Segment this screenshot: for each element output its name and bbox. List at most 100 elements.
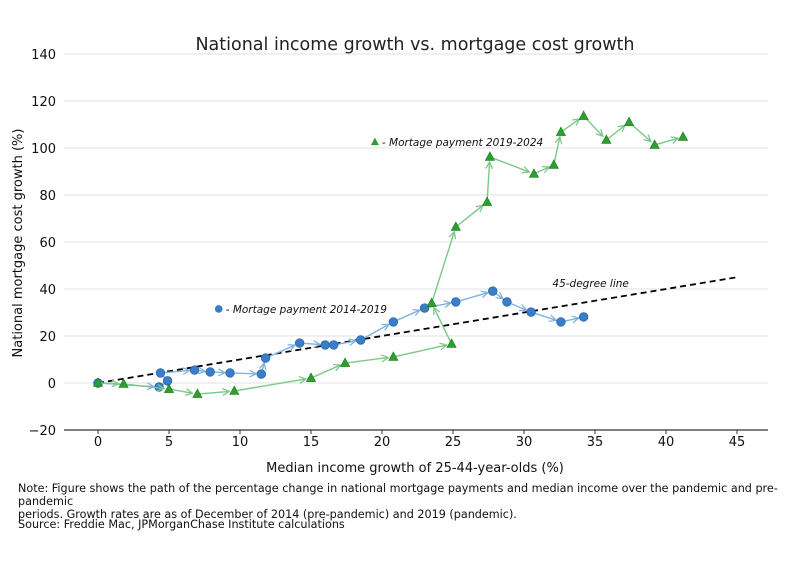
y-tick-label: 40 bbox=[39, 283, 56, 298]
data-point-circle bbox=[320, 340, 330, 350]
x-axis-label: Median income growth of 25-44-year-olds … bbox=[266, 461, 564, 475]
chart-title: National income growth vs. mortgage cost… bbox=[195, 35, 634, 55]
reference-line-group bbox=[97, 276, 738, 384]
data-point-circle bbox=[526, 307, 536, 317]
data-point-circle bbox=[578, 312, 589, 322]
path-segment-arrow bbox=[360, 324, 389, 341]
path-segment-arrow bbox=[560, 119, 580, 133]
reference-line-45-degree bbox=[97, 276, 738, 384]
data-point-triangle bbox=[623, 116, 635, 126]
x-tick-label: 10 bbox=[232, 435, 249, 450]
path-segment-arrow bbox=[97, 383, 119, 384]
x-tick-label: 30 bbox=[516, 435, 533, 450]
data-point-circle bbox=[225, 368, 235, 378]
path-segment-arrow bbox=[431, 232, 455, 304]
path-segment-arrow bbox=[455, 293, 488, 303]
data-point-circle bbox=[189, 365, 200, 375]
data-point-circle bbox=[155, 368, 166, 378]
chart: National income growth vs. mortgage cost… bbox=[11, 35, 768, 475]
series-2019-2024 bbox=[92, 110, 689, 398]
data-point-circle bbox=[260, 353, 271, 363]
path-segment-arrow bbox=[434, 308, 453, 345]
path-segment-arrow bbox=[489, 156, 529, 172]
y-tick-label: 80 bbox=[39, 189, 56, 204]
data-point-circle bbox=[256, 369, 267, 379]
data-point-triangle bbox=[92, 377, 104, 387]
data-point-triangle bbox=[305, 372, 317, 382]
data-point-triangle bbox=[229, 385, 240, 395]
path-segment-arrow bbox=[265, 345, 296, 359]
y-tick-label: 100 bbox=[31, 142, 56, 157]
y-tick-label: 140 bbox=[31, 48, 56, 63]
path-segment-arrow bbox=[234, 379, 306, 392]
x-tick-label: 40 bbox=[658, 435, 675, 450]
annotation-label: - Mortage payment 2019-2024 bbox=[382, 137, 543, 149]
path-segment-arrow bbox=[393, 310, 420, 323]
data-point-circle bbox=[205, 367, 215, 377]
legend-triangle-icon bbox=[370, 137, 379, 146]
x-tick-label: 0 bbox=[94, 435, 102, 450]
data-point-triangle bbox=[548, 159, 559, 169]
data-point-circle bbox=[294, 338, 305, 348]
data-point-triangle bbox=[450, 221, 461, 231]
data-point-circle bbox=[488, 286, 498, 296]
x-tick-label: 5 bbox=[165, 435, 173, 450]
path-segment-arrow bbox=[168, 389, 192, 393]
data-point-triangle bbox=[426, 297, 437, 307]
y-tick-label: 20 bbox=[39, 330, 56, 345]
data-point-triangle bbox=[388, 351, 399, 361]
x-tick-label: 20 bbox=[374, 435, 391, 450]
x-tick-label: 25 bbox=[445, 435, 462, 450]
note-text: Note: Figure shows the path of the perce… bbox=[18, 482, 798, 521]
annotation-label: 45-degree line bbox=[552, 278, 628, 290]
path-segment-arrow bbox=[533, 167, 549, 175]
y-axis-ticks: −20 0 20 40 60 80 100 120 140 bbox=[29, 48, 56, 439]
path-segment-arrow bbox=[487, 162, 490, 203]
note-line-2: periods. Growth rates are as of December… bbox=[18, 508, 517, 521]
data-point-triangle bbox=[118, 378, 129, 388]
data-point-triangle bbox=[192, 388, 203, 398]
data-point-triangle bbox=[481, 196, 493, 206]
data-point-triangle bbox=[339, 357, 351, 367]
annotations: - Mortage payment 2014-2019 - Mortage pay… bbox=[214, 137, 629, 316]
data-point-triangle bbox=[601, 134, 612, 144]
gridlines bbox=[64, 53, 768, 384]
data-point-triangle bbox=[578, 110, 589, 120]
y-tick-label: −20 bbox=[29, 424, 56, 439]
x-tick-label: 15 bbox=[303, 435, 320, 450]
data-point-circle bbox=[419, 303, 430, 313]
x-tick-label: 45 bbox=[729, 435, 746, 450]
data-point-triangle bbox=[677, 131, 689, 141]
y-axis-label: National mortgage cost growth (%) bbox=[11, 129, 26, 358]
series-group bbox=[92, 110, 689, 398]
path-segment-arrow bbox=[197, 391, 229, 394]
path-segment-arrow bbox=[310, 365, 341, 379]
x-tick-label: 35 bbox=[587, 435, 604, 450]
data-point-circle bbox=[388, 317, 399, 327]
path-segment-arrow bbox=[654, 138, 679, 146]
data-point-circle bbox=[162, 376, 173, 386]
x-axis: 0 5 10 15 20 25 30 35 40 45 bbox=[64, 429, 768, 450]
legend-circle-icon bbox=[214, 305, 223, 313]
source-text: Source: Freddie Mac, JPMorganChase Insti… bbox=[18, 518, 345, 531]
path-segment-arrow bbox=[160, 370, 189, 372]
path-segment-arrow bbox=[605, 125, 625, 141]
path-segment-arrow bbox=[393, 345, 446, 358]
data-point-circle bbox=[556, 317, 566, 327]
y-tick-label: 60 bbox=[39, 236, 56, 251]
path-segment-arrow bbox=[344, 358, 388, 364]
data-point-circle bbox=[451, 297, 461, 307]
data-point-triangle bbox=[649, 139, 660, 149]
data-point-triangle bbox=[163, 383, 175, 393]
path-segment-arrow bbox=[455, 205, 483, 228]
data-point-triangle bbox=[528, 168, 540, 178]
data-point-triangle bbox=[446, 338, 457, 348]
data-point-triangle bbox=[555, 126, 567, 136]
data-point-circle bbox=[502, 297, 512, 307]
data-point-triangle bbox=[484, 151, 496, 161]
y-tick-label: 120 bbox=[31, 95, 56, 110]
data-point-circle bbox=[329, 340, 339, 350]
path-segment-arrow bbox=[123, 383, 164, 389]
y-tick-label: 0 bbox=[48, 377, 56, 392]
annotation-label: - Mortage payment 2014-2019 bbox=[226, 304, 388, 316]
